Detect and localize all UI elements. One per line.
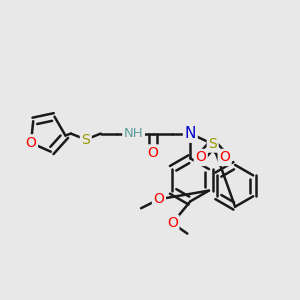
Text: O: O: [219, 151, 230, 164]
Text: O: O: [154, 192, 164, 206]
Text: NH: NH: [124, 127, 143, 140]
Text: O: O: [26, 136, 36, 150]
Text: S: S: [208, 137, 217, 151]
Text: S: S: [81, 133, 90, 146]
Text: O: O: [148, 146, 158, 160]
Text: O: O: [195, 151, 206, 164]
Text: O: O: [167, 216, 178, 230]
Text: N: N: [184, 126, 196, 141]
